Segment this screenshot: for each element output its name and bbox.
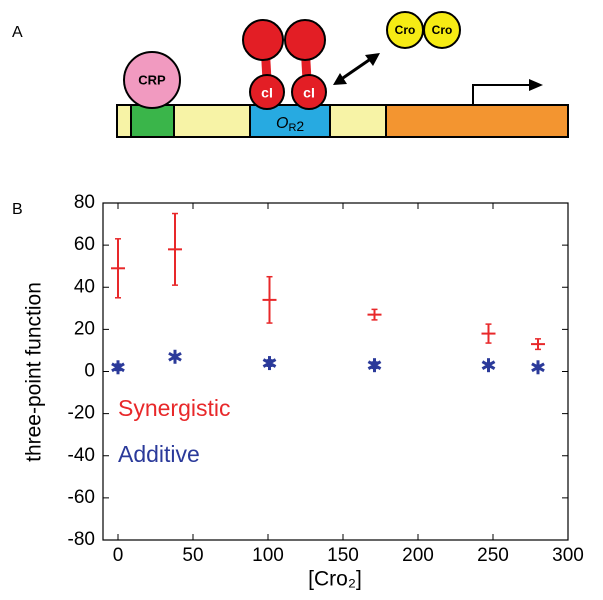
- y-tick-label: 80: [74, 192, 95, 213]
- data-point: [367, 358, 382, 373]
- data-point: [531, 360, 545, 375]
- dna-diagram: [116, 11, 569, 138]
- y-tick-label: 40: [74, 276, 95, 297]
- marker-stroke: [367, 360, 382, 370]
- x-tick-label: 250: [477, 545, 509, 566]
- data-point: [168, 349, 182, 364]
- cro-label: Cro: [432, 23, 453, 37]
- y-axis-label: three-point function: [23, 282, 46, 462]
- x-tick-label: 0: [113, 545, 124, 566]
- data-point: [262, 356, 277, 371]
- marker-stroke: [262, 358, 277, 368]
- legend-entry: Synergistic: [118, 395, 230, 421]
- operator-main: O: [276, 115, 288, 132]
- panel-label: A: [12, 24, 23, 41]
- x-tick-label: 100: [252, 545, 284, 566]
- data-point: [111, 360, 125, 375]
- panel-label: B: [12, 201, 23, 218]
- marker-stroke: [481, 360, 496, 370]
- ci-label: cI: [261, 85, 273, 101]
- x-tick-label: 50: [182, 545, 203, 566]
- cro-label: Cro: [395, 23, 416, 37]
- operator-label: OR2: [276, 115, 304, 134]
- ci-label: cI: [303, 85, 315, 101]
- operator-sub: R: [288, 122, 296, 134]
- marker-stroke: [111, 362, 125, 373]
- y-tick-label: 60: [74, 234, 95, 255]
- marker-stroke: [168, 351, 182, 362]
- y-tick-label: 20: [74, 318, 95, 339]
- marker-stroke: [531, 362, 545, 373]
- plot-frame: [102, 202, 569, 541]
- x-tick-label: 200: [402, 545, 434, 566]
- y-tick-label: -20: [68, 403, 95, 424]
- y-tick-label: 0: [84, 361, 95, 382]
- y-tick-label: -60: [68, 487, 95, 508]
- y-tick-label: -80: [68, 529, 95, 550]
- crp-label: CRP: [138, 72, 166, 87]
- x-axis-label: [Cro₂]: [308, 568, 362, 591]
- y-tick-label: -40: [68, 445, 95, 466]
- data-point: [481, 358, 496, 373]
- x-tick-label: 300: [552, 545, 584, 566]
- x-tick-label: 150: [327, 545, 359, 566]
- legend-entry: Additive: [118, 441, 200, 467]
- operator-tail: 2: [296, 118, 304, 134]
